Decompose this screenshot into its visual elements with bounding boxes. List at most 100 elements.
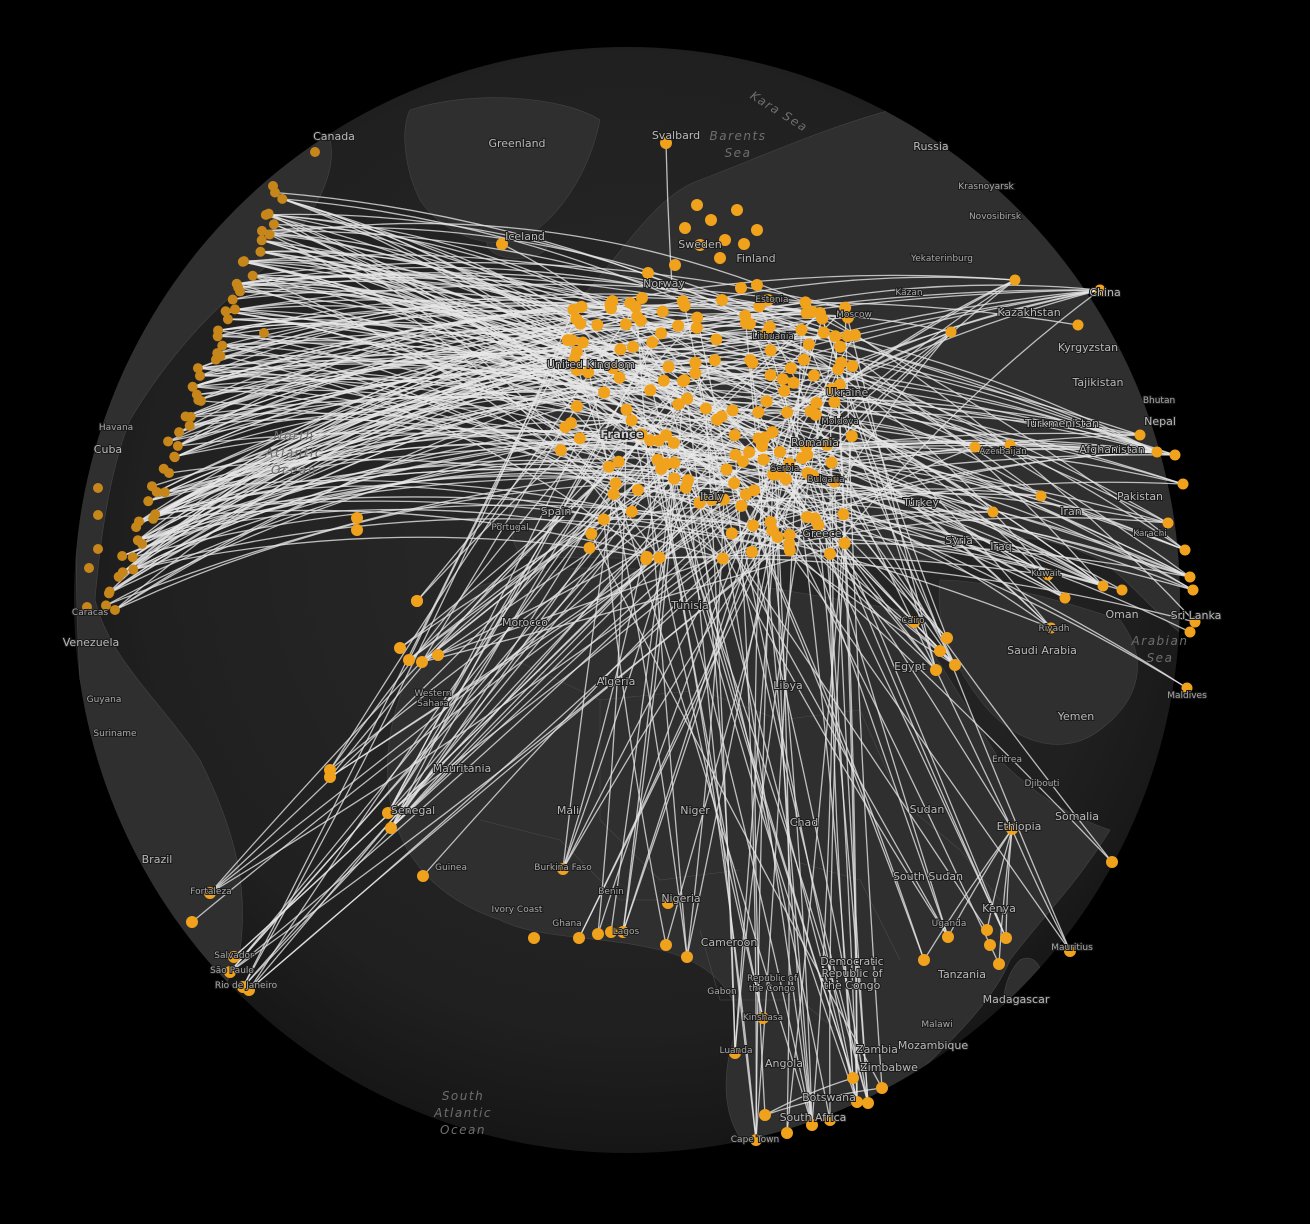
- airport-dot[interactable]: [310, 147, 320, 157]
- airport-dot[interactable]: [1064, 945, 1076, 957]
- airport-dot[interactable]: [570, 363, 583, 376]
- airport-dot[interactable]: [764, 344, 777, 357]
- airport-dot[interactable]: [719, 234, 731, 246]
- airport-dot[interactable]: [969, 441, 981, 453]
- airport-dot[interactable]: [259, 328, 269, 338]
- airport-dot[interactable]: [708, 354, 721, 367]
- airport-dot[interactable]: [930, 664, 942, 676]
- airport-dot[interactable]: [689, 367, 702, 380]
- airport-dot[interactable]: [636, 292, 648, 304]
- airport-dot[interactable]: [679, 222, 691, 234]
- airport-dot[interactable]: [781, 1127, 793, 1139]
- airport-dot[interactable]: [795, 323, 808, 336]
- airport-dot[interactable]: [148, 513, 159, 524]
- airport-dot[interactable]: [662, 897, 674, 909]
- airport-dot[interactable]: [609, 477, 622, 490]
- airport-dot[interactable]: [592, 928, 604, 940]
- airport-dot[interactable]: [981, 924, 993, 936]
- airport-dot[interactable]: [1035, 490, 1047, 502]
- airport-dot[interactable]: [256, 235, 267, 246]
- airport-dot[interactable]: [774, 465, 787, 478]
- airport-dot[interactable]: [277, 193, 288, 204]
- airport-dot[interactable]: [839, 301, 852, 314]
- airport-dot[interactable]: [942, 931, 954, 943]
- airport-dot[interactable]: [711, 413, 724, 426]
- airport-dot[interactable]: [1097, 580, 1109, 592]
- airport-dot[interactable]: [602, 460, 615, 473]
- airport-dot[interactable]: [760, 395, 773, 408]
- airport-dot[interactable]: [690, 321, 703, 334]
- airport-dot[interactable]: [411, 595, 423, 607]
- airport-dot[interactable]: [750, 1134, 762, 1146]
- airport-dot[interactable]: [564, 416, 577, 429]
- airport-dot[interactable]: [82, 602, 92, 612]
- airport-dot[interactable]: [351, 512, 363, 524]
- airport-dot[interactable]: [598, 386, 611, 399]
- airport-dot[interactable]: [256, 225, 267, 236]
- airport-dot[interactable]: [801, 467, 814, 480]
- airport-dot[interactable]: [93, 544, 103, 554]
- airport-dot[interactable]: [918, 954, 930, 966]
- airport-dot[interactable]: [797, 353, 810, 366]
- airport-dot[interactable]: [204, 887, 216, 899]
- airport-dot[interactable]: [220, 306, 231, 317]
- airport-dot[interactable]: [570, 312, 583, 325]
- airport-dot[interactable]: [629, 300, 642, 313]
- airport-dot[interactable]: [93, 483, 103, 493]
- airport-dot[interactable]: [834, 340, 847, 353]
- airport-dot[interactable]: [778, 384, 791, 397]
- airport-dot[interactable]: [151, 486, 162, 497]
- airport-dot[interactable]: [131, 522, 142, 533]
- airport-dot[interactable]: [351, 524, 363, 536]
- airport-dot[interactable]: [783, 528, 796, 541]
- airport-dot[interactable]: [828, 395, 841, 408]
- airport-dot[interactable]: [1106, 856, 1118, 868]
- airport-dot[interactable]: [625, 505, 638, 518]
- airport-dot[interactable]: [573, 432, 586, 445]
- airport-dot[interactable]: [1151, 446, 1163, 458]
- airport-dot[interactable]: [570, 345, 583, 358]
- airport-dot[interactable]: [841, 311, 854, 324]
- airport-dot[interactable]: [824, 547, 837, 560]
- airport-dot[interactable]: [631, 310, 644, 323]
- airport-dot[interactable]: [813, 306, 826, 319]
- airport-dot[interactable]: [763, 320, 776, 333]
- airport-dot[interactable]: [1072, 319, 1084, 331]
- airport-dot[interactable]: [585, 527, 598, 540]
- airport-dot[interactable]: [394, 642, 406, 654]
- airport-dot[interactable]: [573, 932, 585, 944]
- airport-dot[interactable]: [678, 374, 691, 387]
- airport-dot[interactable]: [691, 199, 703, 211]
- airport-dot[interactable]: [1177, 478, 1189, 490]
- airport-dot[interactable]: [567, 303, 580, 316]
- airport-dot[interactable]: [846, 360, 859, 373]
- airport-dot[interactable]: [416, 656, 428, 668]
- airport-dot[interactable]: [705, 493, 718, 506]
- airport-dot[interactable]: [159, 487, 170, 498]
- airport-dot[interactable]: [838, 537, 851, 550]
- airport-dot[interactable]: [776, 373, 789, 386]
- airport-dot[interactable]: [607, 488, 620, 501]
- airport-dot[interactable]: [668, 456, 681, 469]
- airport-dot[interactable]: [194, 370, 205, 381]
- airport-dot[interactable]: [1189, 616, 1201, 628]
- airport-dot[interactable]: [725, 527, 738, 540]
- airport-dot[interactable]: [783, 538, 796, 551]
- airport-dot[interactable]: [832, 363, 845, 376]
- airport-dot[interactable]: [255, 246, 266, 257]
- airport-dot[interactable]: [810, 396, 823, 409]
- airport-dot[interactable]: [729, 1047, 741, 1059]
- airport-dot[interactable]: [662, 360, 675, 373]
- airport-dot[interactable]: [812, 518, 825, 531]
- airport-dot[interactable]: [809, 408, 822, 421]
- airport-dot[interactable]: [268, 181, 278, 191]
- airport-dot[interactable]: [736, 455, 749, 468]
- airport-dot[interactable]: [192, 363, 203, 374]
- airport-dot[interactable]: [614, 343, 627, 356]
- airport-dot[interactable]: [635, 428, 648, 441]
- airport-dot[interactable]: [672, 319, 685, 332]
- airport-dot[interactable]: [646, 336, 659, 349]
- airport-dot[interactable]: [1184, 571, 1196, 583]
- airport-dot[interactable]: [693, 496, 706, 509]
